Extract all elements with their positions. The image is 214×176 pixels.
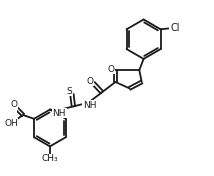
Text: NH: NH <box>83 101 97 110</box>
Text: O: O <box>10 100 17 109</box>
Text: Cl: Cl <box>170 23 180 33</box>
Text: OH: OH <box>4 119 18 128</box>
Text: O: O <box>87 77 94 86</box>
Text: CH₃: CH₃ <box>42 154 58 163</box>
Text: O: O <box>107 65 114 74</box>
Text: NH: NH <box>53 109 66 118</box>
Text: S: S <box>66 87 72 96</box>
